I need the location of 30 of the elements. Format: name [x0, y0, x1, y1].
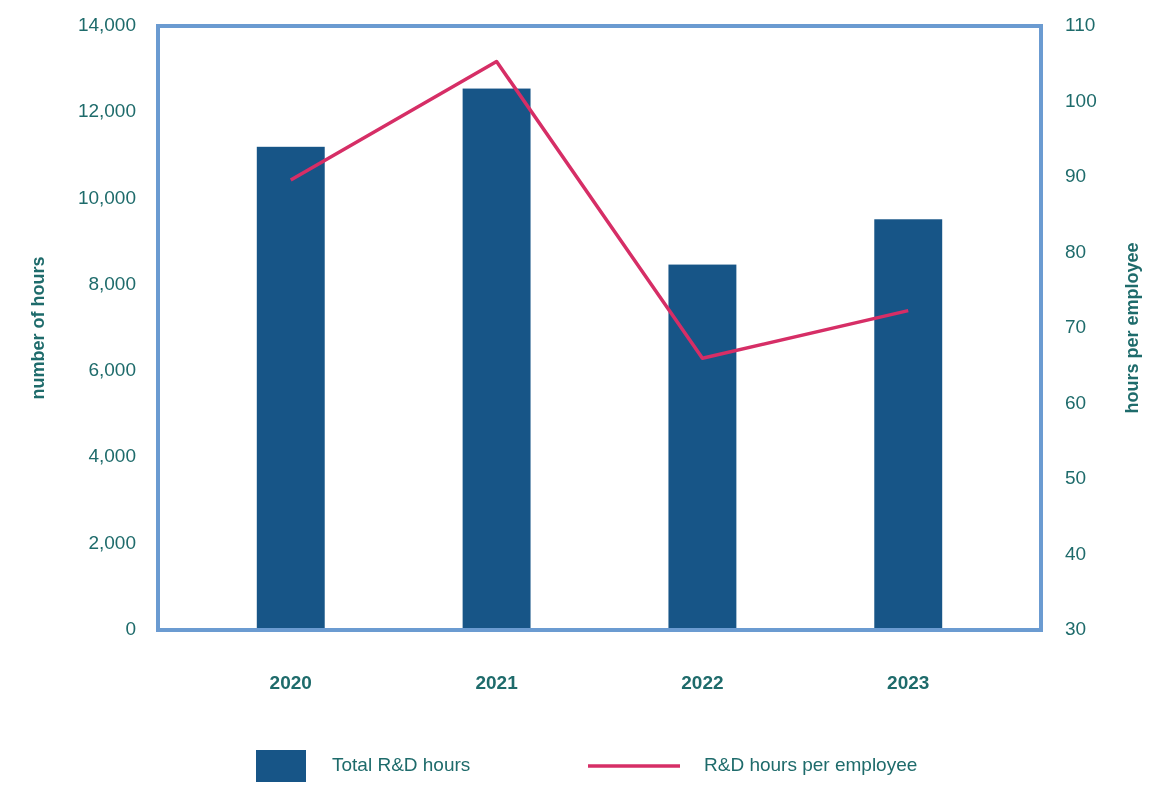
y-tick-label: 0: [125, 618, 136, 640]
y-tick-label: 10,000: [77, 186, 136, 208]
y2-tick-label: 40: [1065, 542, 1087, 564]
x-tick-label: 2021: [475, 672, 519, 694]
bar: [256, 146, 325, 630]
bar: [874, 219, 943, 630]
y2-tick-label: 70: [1065, 316, 1087, 338]
y-tick-label: 8,000: [88, 272, 136, 294]
legend-label: R&D hours per employee: [704, 754, 918, 776]
y-tick-label: 2,000: [88, 531, 136, 553]
y-tick-label: 4,000: [88, 445, 136, 467]
bar: [462, 88, 531, 630]
y2-tick-label: 60: [1065, 391, 1087, 413]
x-tick-label: 2022: [681, 672, 724, 694]
y2-tick-label: 90: [1065, 165, 1087, 187]
x-tick-label: 2023: [887, 672, 930, 694]
y-tick-label: 12,000: [77, 100, 136, 122]
y-tick-label: 14,000: [77, 14, 136, 36]
y2-tick-label: 50: [1065, 467, 1087, 489]
y-tick-label: 6,000: [88, 359, 136, 381]
bar: [668, 264, 737, 630]
y2-tick-label: 80: [1065, 240, 1087, 262]
y2-tick-label: 110: [1065, 14, 1096, 36]
y2-tick-label: 30: [1065, 618, 1087, 640]
x-tick-label: 2020: [269, 672, 312, 694]
y2-axis-title: hours per employee: [1122, 242, 1142, 414]
line-series: [289, 59, 910, 360]
y2-tick-label: 100: [1065, 89, 1097, 111]
legend-label: Total R&D hours: [332, 754, 471, 776]
y-axis-title: number of hours: [28, 256, 48, 400]
